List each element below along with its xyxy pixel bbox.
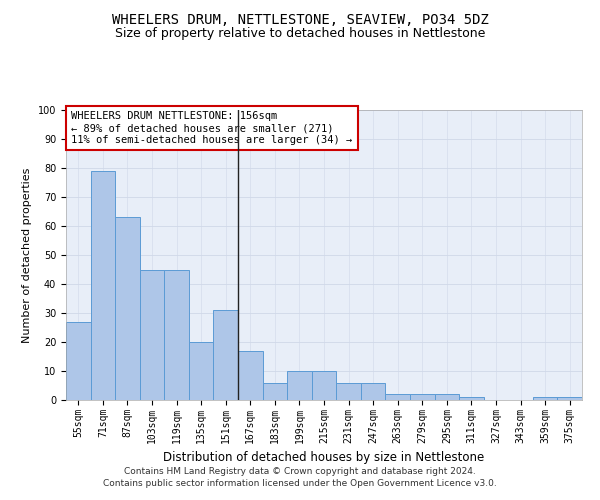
Bar bbox=[385, 394, 410, 400]
Text: Size of property relative to detached houses in Nettlestone: Size of property relative to detached ho… bbox=[115, 28, 485, 40]
Bar bbox=[459, 397, 484, 400]
Bar bbox=[91, 171, 115, 400]
Bar bbox=[434, 394, 459, 400]
Bar bbox=[533, 397, 557, 400]
Bar bbox=[336, 382, 361, 400]
Bar bbox=[263, 382, 287, 400]
Bar bbox=[214, 310, 238, 400]
Y-axis label: Number of detached properties: Number of detached properties bbox=[22, 168, 32, 342]
Bar bbox=[140, 270, 164, 400]
Bar bbox=[66, 322, 91, 400]
Bar bbox=[164, 270, 189, 400]
Bar bbox=[557, 397, 582, 400]
Text: WHEELERS DRUM, NETTLESTONE, SEAVIEW, PO34 5DZ: WHEELERS DRUM, NETTLESTONE, SEAVIEW, PO3… bbox=[112, 12, 488, 26]
Text: Contains HM Land Registry data © Crown copyright and database right 2024.
Contai: Contains HM Land Registry data © Crown c… bbox=[103, 466, 497, 487]
Bar bbox=[312, 371, 336, 400]
Bar bbox=[189, 342, 214, 400]
Bar bbox=[410, 394, 434, 400]
Bar bbox=[238, 350, 263, 400]
Text: WHEELERS DRUM NETTLESTONE: 156sqm
← 89% of detached houses are smaller (271)
11%: WHEELERS DRUM NETTLESTONE: 156sqm ← 89% … bbox=[71, 112, 352, 144]
Bar bbox=[287, 371, 312, 400]
Bar bbox=[115, 218, 140, 400]
Bar bbox=[361, 382, 385, 400]
X-axis label: Distribution of detached houses by size in Nettlestone: Distribution of detached houses by size … bbox=[163, 451, 485, 464]
